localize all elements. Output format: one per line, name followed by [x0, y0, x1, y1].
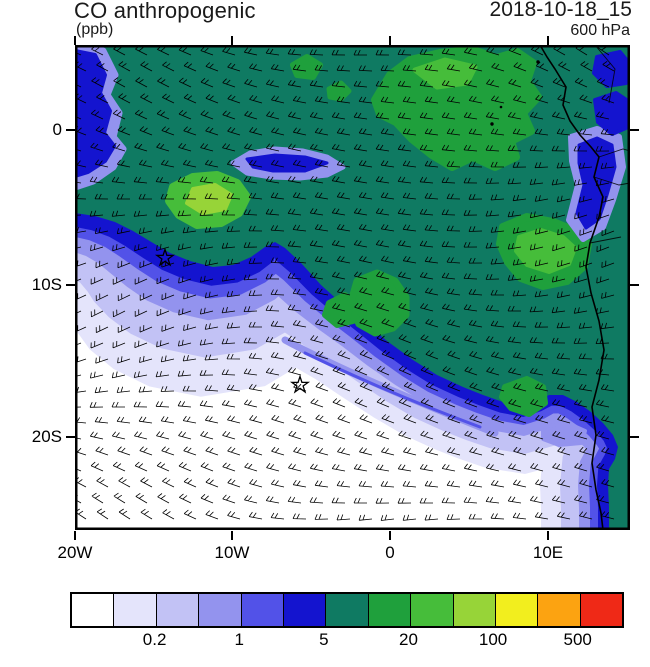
colorbar-cell-8: [410, 594, 453, 626]
x-axis-tick-top: [231, 36, 233, 45]
y-axis-tick: [66, 436, 75, 438]
colorbar-cell-9: [452, 594, 495, 626]
pressure-level-label: 600 hPa: [570, 22, 630, 39]
country-border-3: [593, 176, 630, 186]
x-axis-tick: [74, 531, 76, 540]
blue-patch-ne-1: [592, 50, 630, 88]
y-axis-tick: [66, 284, 75, 286]
colorbar: [70, 592, 624, 628]
green-patch-coastal-core: [514, 228, 577, 274]
y-axis-label: 20S: [31, 427, 62, 446]
colorbar-cell-7: [367, 594, 411, 626]
x-axis-label: 10W: [214, 543, 250, 562]
x-axis-tick: [547, 531, 549, 540]
blue-streak: [245, 153, 329, 173]
x-axis-tick-top: [547, 36, 549, 45]
geography: [490, 45, 630, 530]
page-title: CO anthropogenic: [74, 0, 256, 23]
contour-patches: [75, 45, 630, 447]
colorbar-tick-label: 5: [319, 630, 329, 649]
colorbar-cell-0: [72, 594, 114, 626]
y-axis-label: 10S: [31, 275, 62, 294]
colorbar-cell-11: [537, 594, 580, 626]
green-patch-north-core: [412, 57, 478, 90]
coastline: [539, 45, 605, 530]
colorbar-cell-6: [325, 594, 368, 626]
x-axis-label: 10E: [532, 543, 564, 562]
colorbar-cell-12: [579, 594, 623, 626]
plume-curl: [541, 421, 587, 447]
x-axis-label: 0: [385, 543, 395, 562]
y-axis-tick: [66, 129, 75, 131]
colorbar-tick-label: 0.2: [142, 630, 167, 649]
map-canvas: [75, 45, 630, 530]
map-plot: [75, 45, 630, 530]
x-axis-tick-top: [389, 36, 391, 45]
y-axis-tick-right: [630, 129, 639, 131]
colorbar-tick-label: 20: [398, 630, 418, 649]
green-patch-south: [499, 376, 548, 417]
colorbar-cell-10: [494, 594, 538, 626]
country-border-1: [594, 45, 616, 104]
y-axis-label: 0: [52, 120, 62, 139]
colorbar-tick-label: 1: [234, 630, 244, 649]
colorbar-cell-3: [198, 594, 241, 626]
colorbar-cell-5: [282, 594, 326, 626]
green-patch-west-core: [185, 183, 233, 215]
x-axis-label: 20W: [57, 543, 93, 562]
x-axis-tick-top: [74, 36, 76, 45]
country-border-4: [589, 236, 622, 244]
x-axis-tick: [231, 531, 233, 540]
star-marker-2: [289, 374, 311, 394]
datetime-label: 2018-10-18_15: [489, 0, 632, 21]
star-markers: [154, 247, 311, 394]
green-patch-small-1: [290, 54, 323, 80]
colorbar-tick-label: 100: [478, 630, 508, 649]
colorbar-cell-2: [155, 594, 199, 626]
colorbar-cell-1: [113, 594, 156, 626]
x-axis-tick: [389, 531, 391, 540]
colorbar-cell-4: [240, 594, 283, 626]
plume-filament: [303, 351, 482, 429]
star-marker-1: [154, 247, 176, 267]
colorbar-tick-label: 500: [563, 630, 592, 649]
plot-frame: [75, 45, 630, 530]
y-axis-tick-right: [630, 436, 639, 438]
island-sao-tome: [490, 122, 494, 126]
y-axis-tick-right: [630, 284, 639, 286]
island-principe: [499, 105, 503, 109]
units-label: (ppb): [76, 21, 114, 38]
